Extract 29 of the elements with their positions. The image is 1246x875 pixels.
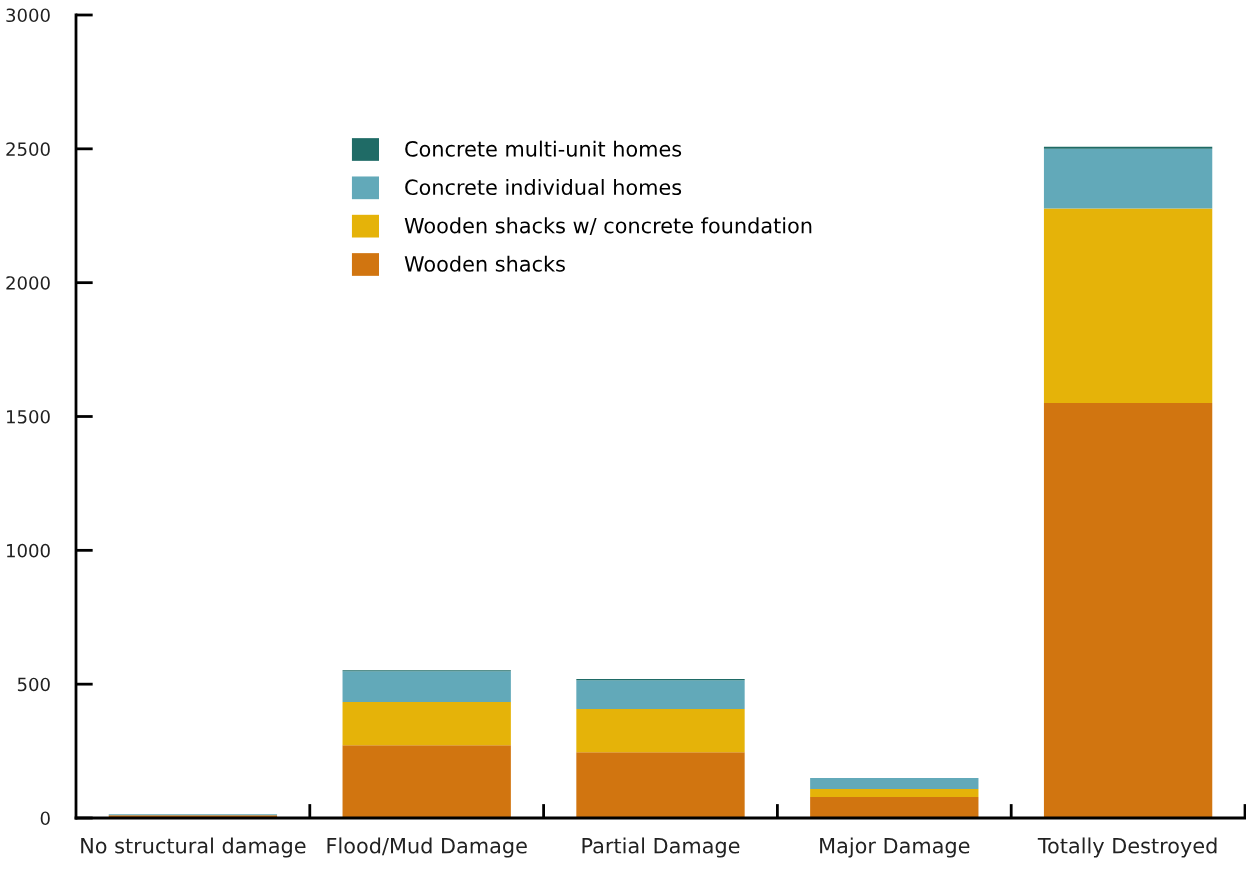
bar [1043, 403, 1213, 818]
y-tick-label: 2000 [6, 276, 50, 290]
bar [342, 745, 511, 818]
bar [810, 797, 979, 818]
y-tick-label: 1000 [7, 543, 50, 558]
bar [342, 702, 511, 746]
bar [810, 778, 979, 790]
x-tick-label: Flood/Mud Damage [327, 837, 527, 858]
legend-label: Wooden shacks [404, 255, 565, 272]
x-tick-label: Partial Damage [582, 837, 740, 858]
legend-label: Concrete individual homes [405, 178, 682, 196]
bar [576, 752, 745, 818]
x-tick-label: Major Damage [820, 837, 970, 858]
y-tick-label: 0 [40, 811, 50, 826]
bar [576, 709, 745, 753]
bar [1043, 146, 1213, 149]
x-tick-label: Totally Destroyed [1037, 837, 1217, 858]
bar [576, 680, 745, 710]
y-tick-label: 3000 [6, 8, 50, 23]
y-tick-label: 500 [17, 677, 50, 692]
bar [810, 789, 979, 798]
y-tick-label: 1500 [7, 409, 50, 424]
legend-label: Wooden shacks w/ concrete foundation [404, 217, 812, 236]
x-tick-label: No structural damage [81, 837, 306, 858]
legend-label: Concrete multi-unit homes [405, 140, 682, 157]
bar [1043, 148, 1213, 209]
bar [1043, 208, 1213, 404]
y-tick-label: 2500 [6, 142, 50, 156]
bar [342, 671, 511, 703]
